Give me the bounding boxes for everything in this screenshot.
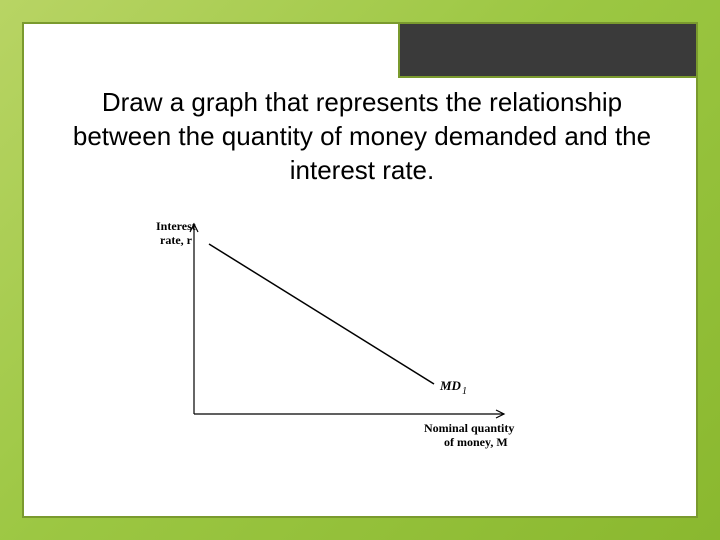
curve-label-subscript: 1 xyxy=(462,386,467,397)
curve-label: MD xyxy=(439,378,462,393)
slide-title-block: Draw a graph that represents the relatio… xyxy=(54,86,670,187)
x-axis-label-line1: Nominal quantity xyxy=(424,421,514,435)
chart-svg: Interest rate, r Nominal quantity of mon… xyxy=(124,214,584,484)
y-axis-label-line2: rate, r xyxy=(160,233,193,247)
x-axis-label-line2: of money, M xyxy=(444,435,508,449)
y-axis-label-line1: Interest xyxy=(156,219,196,233)
demand-curve xyxy=(209,244,434,384)
money-demand-chart: Interest rate, r Nominal quantity of mon… xyxy=(124,214,584,484)
slide-title: Draw a graph that represents the relatio… xyxy=(54,86,670,187)
slide-frame: Draw a graph that represents the relatio… xyxy=(22,22,698,518)
corner-accent-box xyxy=(398,22,698,78)
